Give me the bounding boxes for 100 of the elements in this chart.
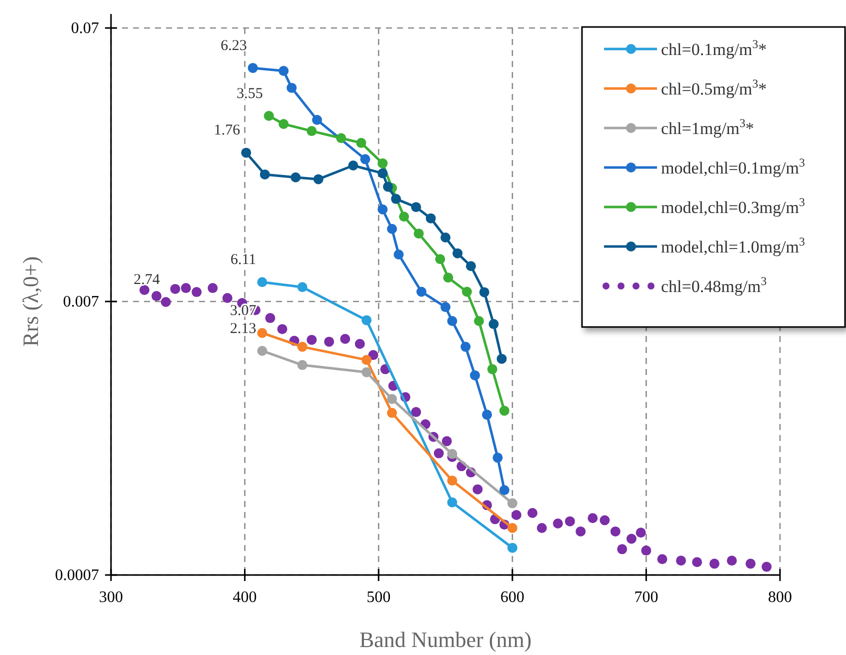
legend-label: model,chl=1.0mg/m$^{3}$ — [661, 234, 806, 256]
point — [264, 110, 274, 121]
annotation: 6.23 — [220, 38, 247, 54]
point — [447, 476, 458, 486]
point — [139, 285, 150, 296]
point — [306, 126, 317, 136]
point — [511, 510, 522, 520]
y-tick-label: 0.007 — [63, 294, 99, 310]
point — [340, 334, 350, 344]
point — [452, 248, 463, 258]
point — [626, 534, 636, 544]
point — [499, 406, 510, 416]
point — [470, 370, 480, 380]
point — [676, 556, 686, 566]
point — [610, 526, 620, 536]
point — [447, 448, 458, 459]
point — [636, 528, 646, 538]
point — [527, 508, 538, 518]
point — [600, 515, 610, 526]
annotation: 2.13 — [230, 320, 256, 337]
x-tick-label: 800 — [768, 589, 792, 606]
point — [492, 452, 503, 463]
y-tick-label: 0.0007 — [55, 567, 99, 584]
x-tick-label: 300 — [99, 589, 123, 606]
point — [507, 542, 518, 553]
point — [487, 364, 498, 374]
point — [360, 154, 370, 164]
point — [378, 158, 388, 168]
point — [536, 522, 547, 533]
point — [382, 182, 393, 192]
point — [362, 315, 372, 326]
point — [426, 213, 436, 224]
point — [290, 172, 301, 182]
point — [709, 558, 720, 569]
point — [348, 160, 358, 170]
point — [170, 284, 180, 294]
point — [394, 249, 404, 260]
point — [241, 148, 252, 158]
point — [324, 336, 334, 347]
point — [657, 554, 668, 564]
point — [479, 287, 490, 298]
point — [356, 138, 366, 148]
point — [588, 513, 598, 524]
point — [286, 82, 297, 93]
point — [564, 516, 575, 526]
point — [368, 350, 378, 360]
point — [416, 286, 426, 297]
point — [297, 282, 308, 292]
point — [257, 328, 268, 338]
point — [362, 354, 372, 365]
x-tick-label: 500 — [366, 589, 391, 606]
point — [411, 202, 422, 212]
point — [399, 212, 410, 222]
legend-label: chl=1mg/m$^{3}$* — [661, 116, 754, 138]
point — [552, 518, 563, 528]
point — [507, 498, 518, 508]
point — [462, 286, 472, 297]
legend-label: chl=0.1mg/m$^{3}$* — [661, 37, 767, 59]
legend-label: chl=0.5mg/m$^{3}$* — [661, 76, 767, 98]
point — [746, 558, 756, 569]
legend-label: model,chl=0.3mg/m$^{3}$ — [661, 195, 806, 217]
point — [386, 224, 397, 234]
x-tick-label: 400 — [232, 589, 257, 606]
point — [180, 283, 191, 294]
point — [257, 277, 268, 288]
legend-label: chl=0.48mg/m$^{3}$ — [661, 274, 767, 296]
x-tick-label: 600 — [500, 589, 524, 606]
point — [576, 526, 586, 536]
point — [297, 360, 308, 370]
point — [313, 174, 324, 184]
point — [474, 316, 484, 326]
point — [435, 254, 446, 264]
point — [265, 313, 276, 324]
point — [617, 544, 628, 554]
point — [386, 408, 397, 418]
point — [726, 556, 737, 566]
point — [260, 169, 270, 180]
point — [447, 497, 458, 508]
point — [278, 66, 289, 76]
point — [160, 297, 171, 308]
point — [208, 283, 218, 294]
x-tick-label: 700 — [634, 589, 658, 606]
annotation: 1.76 — [214, 122, 241, 139]
point — [472, 484, 483, 494]
point — [354, 338, 365, 349]
point — [297, 342, 308, 352]
point — [378, 204, 388, 214]
point — [378, 168, 388, 178]
point — [440, 302, 450, 312]
point — [460, 342, 471, 352]
point — [641, 546, 652, 556]
point — [762, 562, 772, 572]
y-axis-title: Rrs (λ,0+) — [18, 256, 43, 347]
annotation: 2.74 — [134, 272, 160, 288]
point — [306, 334, 317, 345]
point — [411, 407, 422, 418]
point — [336, 133, 346, 144]
point — [151, 291, 162, 302]
point — [447, 316, 458, 326]
point — [434, 448, 444, 458]
